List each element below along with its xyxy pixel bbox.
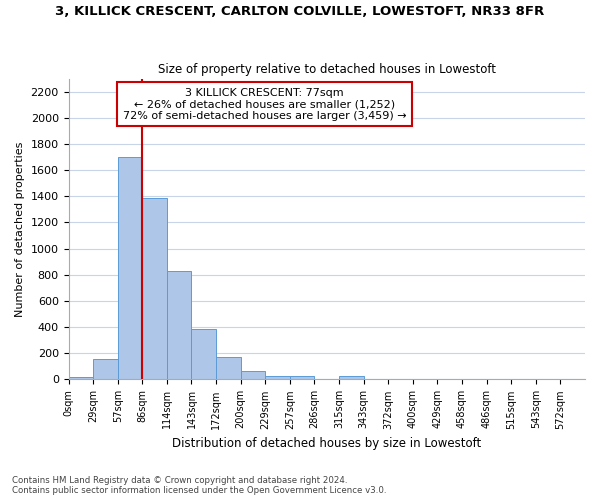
Text: Contains HM Land Registry data © Crown copyright and database right 2024.
Contai: Contains HM Land Registry data © Crown c…	[12, 476, 386, 495]
Bar	[167, 271, 191, 380]
X-axis label: Distribution of detached houses by size in Lowestoft: Distribution of detached houses by size …	[172, 437, 481, 450]
Bar	[93, 359, 118, 380]
Bar	[265, 376, 290, 380]
Bar	[191, 329, 216, 380]
Bar	[142, 198, 167, 380]
Bar	[241, 371, 265, 380]
Bar	[216, 358, 241, 380]
Text: 3, KILLICK CRESCENT, CARLTON COLVILLE, LOWESTOFT, NR33 8FR: 3, KILLICK CRESCENT, CARLTON COLVILLE, L…	[55, 5, 545, 18]
Bar	[118, 157, 142, 380]
Bar	[290, 376, 314, 380]
Text: 3 KILLICK CRESCENT: 77sqm
← 26% of detached houses are smaller (1,252)
72% of se: 3 KILLICK CRESCENT: 77sqm ← 26% of detac…	[123, 88, 407, 121]
Bar	[68, 377, 93, 380]
Y-axis label: Number of detached properties: Number of detached properties	[15, 142, 25, 316]
Bar	[339, 376, 364, 380]
Title: Size of property relative to detached houses in Lowestoft: Size of property relative to detached ho…	[158, 63, 496, 76]
